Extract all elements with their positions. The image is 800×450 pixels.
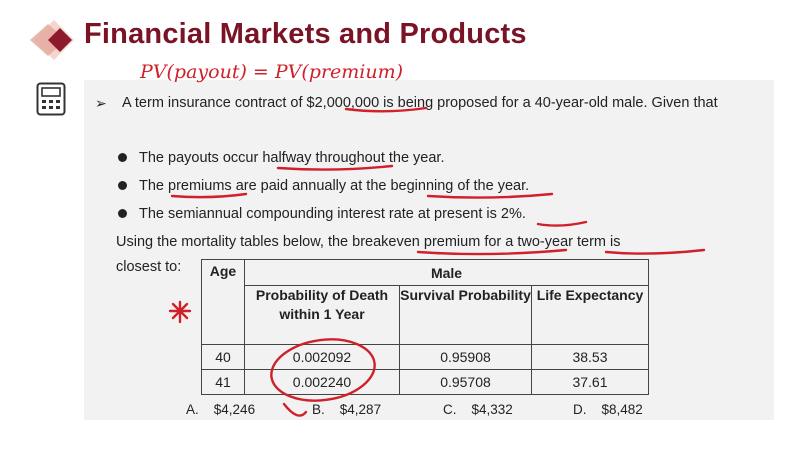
answer-letter: A.: [186, 402, 199, 417]
life-cell: 38.53: [531, 344, 649, 370]
bullet-text: The payouts occur halfway throughout the…: [139, 150, 445, 166]
bullet-text: The semiannual compounding interest rate…: [139, 206, 526, 222]
answer-option-c[interactable]: C. $4,332: [443, 402, 513, 417]
age-cell: 40: [201, 344, 245, 370]
life-cell: 37.61: [531, 369, 649, 395]
question-prompt: Using the mortality tables below, the br…: [116, 234, 621, 250]
answer-value: $4,287: [339, 402, 382, 417]
bullet-text: The premiums are paid annually at the be…: [139, 178, 530, 194]
column-header: Survival Probability: [399, 285, 532, 345]
prob-cell: 0.002092: [244, 344, 400, 370]
diamond-logo-icon: [30, 20, 74, 60]
table-row: 41 0.002240 0.95708 37.61: [201, 369, 649, 395]
answer-value: $8,482: [601, 402, 643, 417]
question-prompt-end: closest to:: [116, 259, 182, 275]
survival-cell: 0.95708: [399, 369, 532, 395]
male-group-header: Male: [244, 259, 649, 286]
age-cell: 41: [201, 369, 245, 395]
answer-value: $4,332: [471, 402, 513, 417]
prob-cell: 0.002240: [244, 369, 400, 395]
column-header: Probability of Death within 1 Year: [244, 285, 400, 345]
question-intro: A term insurance contract of $2,000,000 …: [122, 95, 718, 111]
bullet-dot-icon: [118, 208, 127, 218]
arrow-bullet-icon: ➢: [95, 95, 107, 111]
answer-letter: D.: [573, 402, 587, 417]
answer-value: $4,246: [213, 402, 256, 417]
page-title: Financial Markets and Products: [84, 18, 527, 50]
bullet-dot-icon: [118, 152, 127, 162]
survival-cell: 0.95908: [399, 344, 532, 370]
mortality-table: Age Male Probability of Death within 1 Y…: [201, 259, 649, 395]
answer-option-b[interactable]: B. $4,287: [312, 402, 381, 417]
answer-option-a[interactable]: A. $4,246: [186, 402, 255, 417]
answer-option-d[interactable]: D. $8,482: [573, 402, 643, 417]
answer-letter: B.: [312, 402, 325, 417]
table-row: 40 0.002092 0.95908 38.53: [201, 344, 649, 370]
age-header: Age: [201, 259, 245, 345]
bullet-dot-icon: [118, 180, 127, 190]
answer-letter: C.: [443, 402, 457, 417]
column-header: Life Expectancy: [531, 285, 649, 345]
bullet-item: The payouts occur halfway throughout the…: [118, 145, 445, 171]
bullet-item: The semiannual compounding interest rate…: [118, 201, 526, 227]
calculator-icon[interactable]: [36, 82, 66, 116]
bullet-item: The premiums are paid annually at the be…: [118, 173, 529, 199]
